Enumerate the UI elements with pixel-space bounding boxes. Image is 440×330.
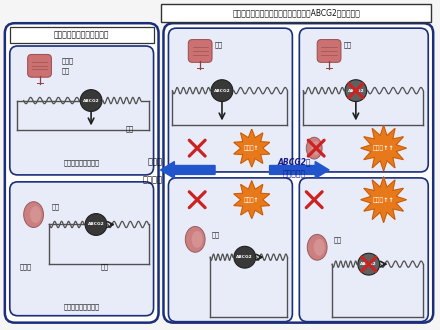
Text: ABCG2: ABCG2: [214, 89, 230, 93]
Text: 尿酸: 尿酸: [334, 236, 342, 243]
Text: 腎不全: 腎不全: [147, 157, 162, 167]
Text: 尿酸: 尿酸: [61, 68, 70, 74]
FancyBboxPatch shape: [28, 54, 51, 77]
Polygon shape: [234, 129, 270, 167]
FancyBboxPatch shape: [299, 178, 428, 322]
Bar: [161, 4, 431, 22]
Text: 腸炎・腎不全状態における尿酸排泄とABCG2変異の影響: 腸炎・腎不全状態における尿酸排泄とABCG2変異の影響: [232, 9, 360, 18]
Ellipse shape: [314, 239, 325, 256]
Circle shape: [358, 253, 380, 275]
Ellipse shape: [312, 141, 320, 155]
Text: 正常状態における尿酸排泄: 正常状態における尿酸排泄: [53, 31, 109, 40]
Text: 尿酸値↑: 尿酸値↑: [244, 197, 260, 203]
Circle shape: [345, 80, 367, 102]
FancyArrow shape: [270, 161, 329, 179]
Text: ABCG2: ABCG2: [83, 99, 99, 103]
Text: ABCG2: ABCG2: [348, 89, 364, 93]
Text: ABCG2: ABCG2: [236, 255, 253, 259]
FancyBboxPatch shape: [10, 46, 154, 175]
Text: 腸管での尿酸の排泄: 腸管での尿酸の排泄: [63, 160, 99, 166]
Text: 尿酸: 尿酸: [344, 42, 352, 48]
Text: ABCG2: ABCG2: [88, 222, 104, 226]
Text: 尿中: 尿中: [101, 264, 109, 271]
Text: 尿酸: 尿酸: [212, 231, 220, 238]
Ellipse shape: [185, 226, 205, 252]
Ellipse shape: [24, 202, 44, 227]
Bar: [10, 27, 154, 43]
Circle shape: [80, 90, 102, 112]
Ellipse shape: [307, 234, 327, 260]
Ellipse shape: [192, 231, 203, 248]
FancyBboxPatch shape: [169, 28, 293, 172]
Ellipse shape: [306, 137, 322, 159]
Text: 腸内: 腸内: [126, 125, 134, 132]
Text: 血管内: 血管内: [20, 264, 32, 271]
Text: 尿酸値↑↑: 尿酸値↑↑: [373, 197, 395, 203]
Circle shape: [211, 80, 233, 102]
Ellipse shape: [30, 206, 41, 223]
Text: 血管内: 血管内: [61, 57, 73, 64]
Text: 尿酸値↑: 尿酸値↑: [244, 145, 260, 151]
FancyBboxPatch shape: [317, 40, 341, 62]
Text: ABCG2: ABCG2: [360, 262, 377, 266]
FancyBboxPatch shape: [299, 28, 428, 172]
FancyBboxPatch shape: [188, 40, 212, 62]
FancyBboxPatch shape: [164, 23, 433, 323]
Circle shape: [234, 246, 256, 268]
Circle shape: [85, 214, 107, 235]
Text: 尿酸: 尿酸: [51, 203, 59, 210]
FancyBboxPatch shape: [10, 182, 154, 316]
Text: 尿酸: 尿酸: [215, 42, 223, 48]
FancyBboxPatch shape: [169, 178, 293, 322]
Text: 急性腸炎: 急性腸炎: [143, 175, 162, 184]
Polygon shape: [361, 125, 407, 171]
Polygon shape: [361, 177, 407, 222]
FancyBboxPatch shape: [5, 23, 158, 323]
Polygon shape: [234, 181, 270, 218]
Text: 腎臓での尿酸の排泄: 腎臓での尿酸の排泄: [63, 304, 99, 310]
Text: ABCG2の
遺伝子変異: ABCG2の 遺伝子変異: [278, 157, 311, 179]
FancyArrow shape: [161, 161, 215, 179]
Text: 尿酸値↑↑: 尿酸値↑↑: [373, 145, 395, 151]
